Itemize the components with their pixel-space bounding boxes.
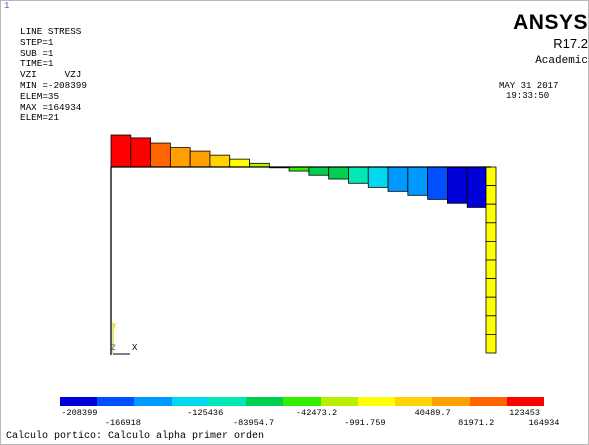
- date-label: MAY 31 2017: [499, 81, 559, 91]
- legend-swatch-8: [357, 397, 396, 406]
- column-stress-element-6: [485, 259, 497, 280]
- legend-swatch-2: [134, 397, 172, 406]
- beam-stress-element-1: [110, 134, 132, 168]
- legend-swatch-6: [283, 397, 321, 406]
- beam-stress-element-12: [328, 166, 349, 180]
- legend-label-top-3: 40489.7: [414, 408, 451, 418]
- legend-label-bottom-4: 164934: [528, 418, 560, 428]
- beam-stress-element-11: [308, 166, 330, 176]
- column-stress-element-7: [485, 278, 497, 298]
- max-element: ELEM=21: [20, 112, 60, 124]
- triad-y-label: Y: [112, 322, 117, 331]
- legend-label-bottom-1: -83954.7: [232, 418, 275, 428]
- legend-label-top-4: 123453: [509, 408, 541, 418]
- column-stress-element-3: [485, 203, 497, 224]
- column-stress-element-1: [485, 166, 497, 187]
- legend-label-top-2: -42473.2: [295, 408, 338, 418]
- beam-stress-element-5: [189, 150, 211, 168]
- legend-label-top-0: -208399: [61, 408, 98, 418]
- beam-stress-element-2: [130, 137, 151, 168]
- legend-swatch-11: [469, 397, 507, 406]
- legend-label-bottom-3: 81971.2: [458, 418, 495, 428]
- legend-label-top-1: -125436: [187, 408, 224, 418]
- legend-swatch-12: [506, 397, 545, 406]
- window-number: 1: [4, 1, 10, 11]
- triad-x-label: X: [132, 343, 138, 353]
- result-title: LINE STRESS: [20, 26, 82, 37]
- legend-swatch-10: [432, 397, 470, 406]
- beam-stress-element-13: [348, 166, 369, 184]
- legend-label-bottom-0: -166918: [104, 418, 141, 428]
- legend-swatch-4: [208, 397, 247, 406]
- column-stress-element-5: [485, 240, 497, 261]
- beam-stress-element-18: [447, 166, 468, 204]
- legend-swatch-5: [246, 397, 284, 406]
- beam-stress-element-16: [407, 166, 429, 196]
- column-stress-element-9: [485, 315, 497, 335]
- column-stress-element-4: [485, 222, 497, 242]
- ansys-logo: ANSYS: [513, 11, 588, 34]
- column-stress-element-10: [485, 333, 497, 354]
- column-stress-element-2: [485, 185, 497, 205]
- license-label: Academic: [535, 55, 588, 67]
- triad-z-label: Z: [111, 344, 116, 353]
- legend-swatch-7: [320, 397, 358, 406]
- max-value: MAX =164934: [20, 101, 82, 113]
- step-label: STEP=1: [20, 36, 54, 48]
- legend-swatch-0: [60, 397, 98, 406]
- plot-caption: Calculo portico: Calculo alpha primer or…: [6, 431, 265, 442]
- legend-swatch-1: [97, 397, 135, 406]
- min-value: MIN =-208399: [20, 79, 87, 91]
- beam-stress-element-7: [229, 158, 250, 168]
- legend-swatch-3: [171, 397, 209, 406]
- variables-label: VZI VZJ: [20, 69, 82, 81]
- min-element: ELEM=35: [20, 90, 60, 102]
- release-label: R17.2: [553, 36, 588, 51]
- beam-stress-diagram: [110, 134, 488, 208]
- substep-label: SUB =1: [20, 47, 54, 59]
- beam-stress-element-19: [466, 166, 488, 208]
- beam-stress-element-17: [427, 166, 448, 200]
- legend-label-bottom-2: -991.759: [344, 418, 386, 428]
- time-stamp: 19:33:50: [506, 91, 550, 101]
- beam-stress-element-15: [387, 166, 409, 192]
- column-stress-diagram: [485, 166, 497, 354]
- result-info-block: LINE STRESS STEP=1 SUB =1 TIME=1 VZI VZJ…: [20, 26, 87, 124]
- beam-stress-element-6: [209, 154, 231, 168]
- time-label: TIME=1: [20, 58, 54, 70]
- column-stress-element-8: [485, 296, 497, 317]
- beam-stress-element-3: [150, 142, 171, 168]
- beam-stress-element-4: [169, 147, 191, 168]
- axis-triad: Y Z X: [111, 322, 138, 355]
- beam-stress-element-14: [367, 166, 389, 188]
- contour-legend-bar: [60, 397, 545, 406]
- legend-swatch-9: [395, 397, 433, 406]
